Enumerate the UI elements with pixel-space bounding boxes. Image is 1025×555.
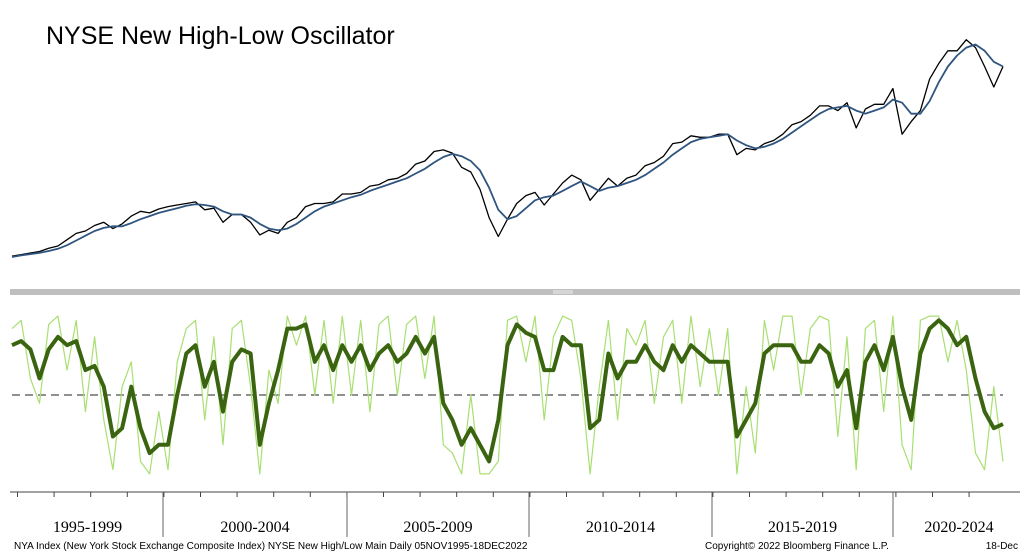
- footer-source: NYA Index (New York Stock Exchange Compo…: [14, 541, 528, 552]
- footer-copyright: Copyright© 2022 Bloomberg Finance L.P.: [705, 541, 889, 552]
- x-category-label: 1995-1999: [53, 519, 122, 536]
- x-category-label: 2020-2024: [924, 519, 993, 536]
- x-category-label: 2010-2014: [586, 519, 655, 536]
- series-line: [11, 315, 1004, 475]
- series-line: [11, 318, 1004, 464]
- footer-date: 18-Dec: [986, 541, 1018, 552]
- series-line: [11, 43, 1004, 258]
- x-category-label: 2015-2019: [768, 519, 837, 536]
- panel-divider: [10, 289, 1020, 295]
- x-category-label: 2005-2009: [403, 519, 472, 536]
- x-category-label: 2000-2004: [220, 519, 289, 536]
- chart-title: NYSE New High-Low Oscillator: [46, 22, 395, 50]
